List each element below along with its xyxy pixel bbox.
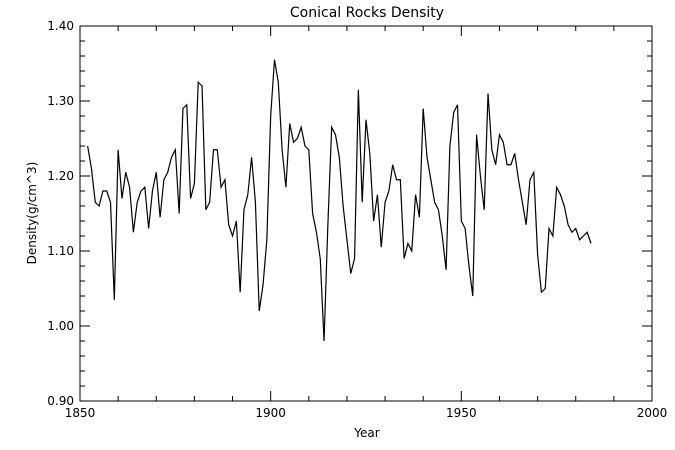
y-tick-label: 1.10 [47, 244, 74, 258]
y-tick-label: 1.00 [47, 319, 74, 333]
y-tick-label: 1.40 [47, 19, 74, 33]
x-axis-tick-labels: 1850 1900 1950 2000 [65, 406, 668, 420]
y-tick-label: 0.90 [47, 394, 74, 408]
x-tick-label: 2000 [637, 406, 668, 420]
x-tick-label: 1850 [65, 406, 96, 420]
x-tick-label: 1900 [255, 406, 286, 420]
y-tick-label: 1.20 [47, 169, 74, 183]
x-axis-label: Year [353, 426, 379, 440]
y-axis-tick-labels: 0.90 1.00 1.10 1.20 1.30 1.40 [47, 19, 74, 408]
y-axis-label: Density(g/cm^3) [25, 162, 39, 265]
y-tick-label: 1.30 [47, 94, 74, 108]
plot-frame [79, 25, 653, 402]
x-tick-label: 1950 [446, 406, 477, 420]
density-series-line [87, 59, 592, 342]
chart-title: Conical Rocks Density [290, 5, 444, 21]
